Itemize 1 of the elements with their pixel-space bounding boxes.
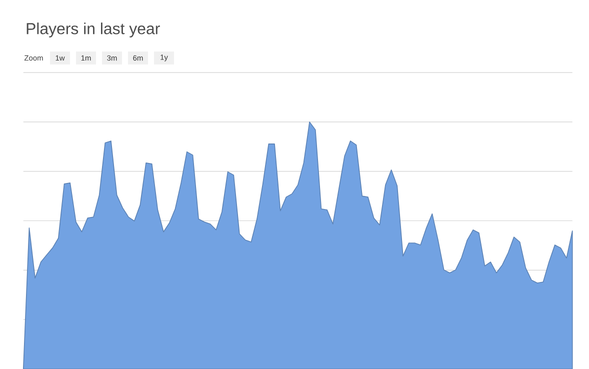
chart-title: Players in last year	[26, 22, 160, 38]
